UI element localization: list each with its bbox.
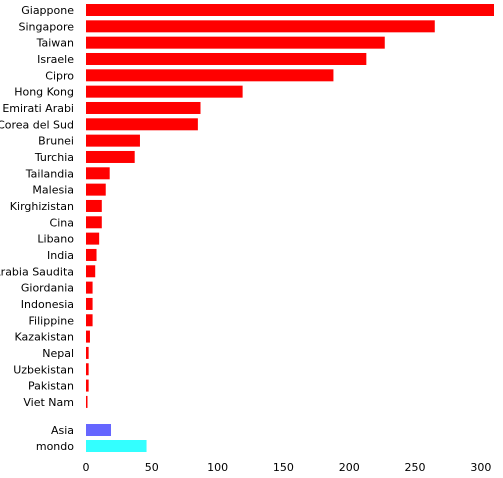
country-bar bbox=[86, 330, 90, 343]
country-label: Corea del Sud bbox=[0, 118, 74, 131]
country-bar bbox=[86, 4, 494, 16]
country-label: Taiwan bbox=[36, 37, 74, 50]
country-label: Viet Nam bbox=[23, 396, 74, 409]
country-bar bbox=[86, 395, 88, 408]
x-tick-label: 250 bbox=[405, 461, 426, 474]
country-label: Giappone bbox=[21, 4, 74, 17]
country-label: Nepal bbox=[42, 347, 74, 360]
country-bar bbox=[86, 379, 89, 392]
country-bar bbox=[86, 281, 93, 294]
x-tick-label: 50 bbox=[145, 461, 159, 474]
country-label: Emirati Arabi bbox=[2, 102, 74, 115]
country-bar bbox=[86, 346, 89, 359]
country-label: Indonesia bbox=[21, 298, 74, 311]
country-bar bbox=[86, 52, 367, 65]
x-tick-label: 100 bbox=[207, 461, 228, 474]
country-label: Filippine bbox=[29, 314, 75, 327]
x-tick-label: 200 bbox=[339, 461, 360, 474]
x-tick-label: 150 bbox=[273, 461, 294, 474]
country-bar bbox=[86, 183, 106, 196]
country-bar bbox=[86, 232, 100, 245]
country-label: Arabia Saudita bbox=[0, 265, 74, 278]
country-bar bbox=[86, 150, 135, 163]
country-bar bbox=[86, 85, 243, 98]
country-label: Cipro bbox=[45, 69, 74, 82]
country-label: Israele bbox=[37, 53, 74, 66]
summary-label: mondo bbox=[36, 440, 74, 453]
country-label: Libano bbox=[37, 233, 74, 246]
country-bar bbox=[86, 20, 435, 33]
country-label: Singapore bbox=[19, 20, 75, 33]
summary-label: Asia bbox=[51, 424, 74, 437]
country-bar bbox=[86, 199, 102, 212]
country-label: Pakistan bbox=[28, 380, 74, 393]
plot-area: Giappone Singapore Taiwan Israele Cipro Hong … bbox=[0, 4, 494, 453]
country-bar bbox=[86, 134, 140, 147]
country-label: India bbox=[47, 249, 74, 262]
country-label: Kazakistan bbox=[15, 331, 74, 344]
x-tick-label: 0 bbox=[83, 461, 90, 474]
country-label: Cina bbox=[50, 216, 74, 229]
x-axis: 0 50 100 150 200 250 300 bbox=[83, 461, 492, 474]
country-label: Tailandia bbox=[25, 167, 74, 180]
country-bar bbox=[86, 314, 93, 327]
x-tick-label: 300 bbox=[470, 461, 491, 474]
country-bar bbox=[86, 216, 102, 229]
country-label: Malesia bbox=[32, 184, 74, 197]
summary-bar bbox=[86, 440, 147, 452]
country-label: Turchia bbox=[34, 151, 74, 164]
country-label: Giordania bbox=[21, 282, 74, 295]
country-bar bbox=[86, 101, 201, 114]
summary-bar bbox=[86, 424, 112, 436]
country-bar bbox=[86, 118, 198, 131]
country-label: Hong Kong bbox=[14, 86, 74, 99]
country-bar bbox=[86, 265, 96, 278]
country-label: Brunei bbox=[38, 135, 74, 148]
country-label: Uzbekistan bbox=[13, 363, 74, 376]
country-bar bbox=[86, 69, 334, 82]
country-label: Kirghizistan bbox=[10, 200, 74, 213]
country-bar bbox=[86, 167, 110, 180]
country-bar bbox=[86, 363, 89, 376]
country-bar bbox=[86, 248, 97, 261]
country-bar bbox=[86, 297, 93, 310]
country-bar bbox=[86, 36, 385, 49]
